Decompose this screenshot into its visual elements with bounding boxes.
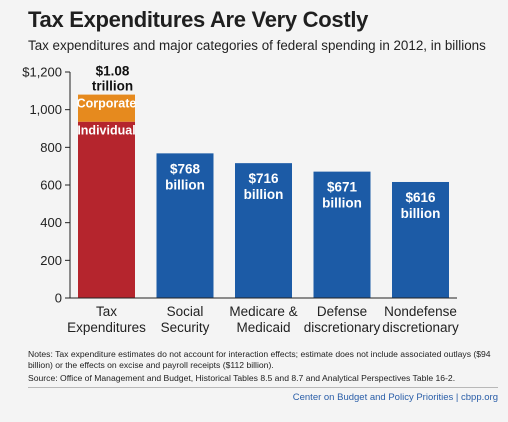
bar-segment-individual — [78, 121, 135, 298]
data-label: $1.08 — [96, 64, 130, 79]
bar — [313, 171, 371, 298]
chart-subtitle: Tax expenditures and major categories of… — [28, 38, 486, 53]
y-tick-label: $1,200 — [22, 65, 62, 80]
chart-source: Source: Office of Management and Budget,… — [28, 373, 456, 383]
data-label: $716 — [248, 171, 279, 186]
x-tick-label: Expenditures — [67, 320, 146, 335]
bar — [235, 163, 292, 298]
data-label: $768 — [170, 161, 201, 176]
data-label: billion — [244, 187, 284, 202]
data-label: $671 — [327, 180, 358, 195]
data-label: trillion — [92, 79, 133, 94]
y-tick-label: 0 — [55, 291, 62, 306]
footer-divider — [28, 387, 498, 388]
x-tick-label: Medicare & — [229, 304, 297, 319]
data-label: billion — [401, 206, 441, 221]
y-tick-label: 800 — [40, 140, 62, 155]
segment-label-individual: Individual — [77, 124, 135, 138]
x-tick-label: Security — [161, 320, 210, 335]
bar-chart: 0 200 400 600 800 1,000 $1,200 Individual Corpor… — [22, 64, 459, 335]
segment-label-corporate: Corporate — [77, 97, 137, 111]
y-tick-label: 200 — [40, 253, 62, 268]
x-tick-label: Defense — [317, 304, 367, 319]
data-label: billion — [165, 177, 205, 192]
data-label: billion — [322, 196, 362, 211]
bar — [392, 181, 449, 298]
y-tick-label: 600 — [40, 178, 62, 193]
bar — [156, 153, 214, 298]
credit-link[interactable]: Center on Budget and Policy Priorities |… — [292, 392, 498, 403]
chart-title: Tax Expenditures Are Very Costly — [28, 7, 369, 32]
x-tick-label: Nondefense — [384, 304, 457, 319]
x-tick-label: discretionary — [304, 320, 381, 335]
data-label: $616 — [405, 190, 436, 205]
x-tick-label: Tax — [96, 304, 117, 319]
x-tick-label: Social — [167, 304, 204, 319]
x-tick-label: Medicaid — [236, 320, 290, 335]
y-tick-label: 400 — [40, 215, 62, 230]
chart-notes: Notes: Tax expenditure estimates do not … — [28, 349, 491, 370]
y-tick-label: 1,000 — [29, 102, 62, 117]
x-tick-label: discretionary — [382, 320, 459, 335]
bar-segment-corporate — [78, 94, 135, 122]
